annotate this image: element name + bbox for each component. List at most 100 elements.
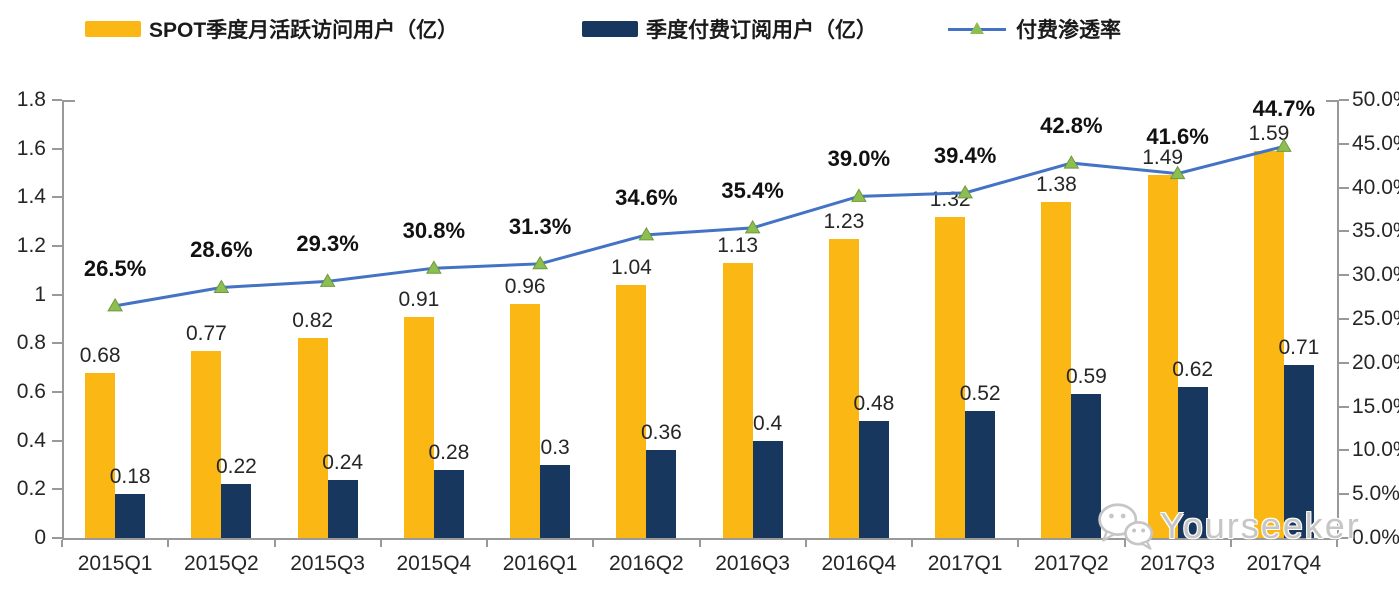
- x-axis-tick: [1123, 540, 1126, 547]
- x-axis-tick: [273, 540, 276, 547]
- right-axis-tick: [1339, 142, 1349, 145]
- triangle-marker-icon: [426, 260, 442, 274]
- right-axis-tick-label: 35.0%: [1352, 219, 1399, 243]
- left-axis-tick: [52, 537, 62, 539]
- legend-item-subscribers: 季度付费订阅用户（亿）: [582, 16, 877, 42]
- right-axis-cap: [1326, 100, 1339, 102]
- bar-label-mau: 0.96: [504, 275, 546, 299]
- bar-mau: [191, 350, 222, 538]
- right-axis-tick-label: 40.0%: [1352, 175, 1399, 199]
- penetration-label: 34.6%: [615, 184, 678, 210]
- x-axis-category-label: 2015Q1: [77, 552, 153, 575]
- x-axis-category-label: 2016Q1: [502, 552, 578, 575]
- left-axis-tick-label: 1.2: [16, 234, 46, 257]
- bar-label-subscribers: 0.62: [1172, 358, 1214, 382]
- bar-subscribers: [433, 469, 464, 538]
- x-axis-category-label: 2015Q3: [290, 552, 365, 575]
- left-axis-tick: [52, 293, 62, 296]
- x-axis-tick: [1017, 540, 1020, 547]
- bar-subscribers: [965, 411, 996, 538]
- subscribers-swatch: [582, 21, 638, 37]
- right-axis-tick: [1339, 230, 1349, 233]
- x-axis-line: [62, 538, 1339, 540]
- left-axis-tick-label: 0: [34, 526, 46, 549]
- left-axis-tick-label: 0.8: [16, 331, 46, 355]
- x-axis-category-label: 2016Q2: [609, 552, 684, 575]
- bar-mau: [722, 263, 753, 538]
- watermark-text: Yourseeker: [1160, 505, 1361, 546]
- left-axis-tick-label: 1: [34, 282, 46, 306]
- right-axis-tick: [1339, 274, 1349, 277]
- penetration-label: 39.0%: [827, 146, 891, 172]
- right-axis-tick-label: 25.0%: [1352, 307, 1399, 330]
- triangle-marker-icon: [319, 273, 336, 287]
- left-axis-tick: [52, 245, 62, 247]
- penetration-line: [114, 144, 1285, 308]
- bar-label-mau: 1.13: [717, 234, 759, 258]
- bar-subscribers: [327, 479, 358, 538]
- bar-mau: [616, 284, 647, 538]
- bar-subscribers: [1177, 387, 1208, 538]
- x-axis-category-label: 2017Q2: [1034, 552, 1109, 575]
- bar-label-mau: 1.38: [1035, 173, 1077, 197]
- penetration-label: 42.8%: [1040, 113, 1103, 139]
- x-axis-tick: [486, 540, 488, 547]
- left-axis-tick-label: 1.4: [16, 185, 46, 209]
- x-axis-category-label: 2017Q1: [927, 552, 1003, 575]
- bar-subscribers: [1071, 394, 1102, 538]
- bar-subscribers: [221, 484, 252, 538]
- legend-item-mau: SPOT季度月活跃访问用户（亿）: [85, 16, 458, 42]
- penetration-label: 28.6%: [190, 237, 253, 263]
- penetration-label: 35.4%: [721, 177, 784, 203]
- x-axis-category-label: 2016Q3: [715, 552, 790, 575]
- right-axis-tick: [1339, 186, 1349, 189]
- penetration-label: 31.3%: [508, 213, 572, 239]
- watermark: Yourseeker: [1096, 500, 1361, 552]
- left-axis-tick: [52, 196, 62, 199]
- right-axis-tick: [1339, 493, 1349, 496]
- bar-label-subscribers: 0.4: [753, 411, 783, 435]
- bar-mau: [403, 316, 434, 538]
- right-axis-tick-label: 20.0%: [1352, 350, 1399, 374]
- bar-subscribers: [540, 465, 571, 538]
- bar-subscribers: [752, 440, 783, 538]
- penetration-label: 39.4%: [933, 142, 997, 168]
- penetration-label: 41.6%: [1146, 123, 1209, 149]
- bar-label-subscribers: 0.48: [853, 392, 895, 416]
- legend-item-penetration: 付费渗透率: [948, 16, 1121, 42]
- x-axis-tick: [804, 540, 807, 547]
- bar-subscribers: [115, 494, 146, 538]
- right-axis-tick: [1339, 405, 1349, 408]
- bar-label-mau: 1.59: [1248, 122, 1290, 146]
- x-axis-tick: [1336, 540, 1338, 547]
- x-axis-tick: [1229, 540, 1232, 547]
- x-axis-category-label: 2016Q4: [821, 552, 897, 575]
- x-axis-tick: [167, 540, 170, 547]
- penetration-label: 30.8%: [402, 218, 466, 244]
- left-axis-tick-label: 0.2: [16, 477, 46, 501]
- bar-subscribers: [646, 450, 677, 538]
- legend-triangle-marker-icon: [970, 22, 984, 34]
- triangle-marker-icon: [213, 279, 230, 293]
- penetration-line-swatch: [948, 21, 1006, 37]
- x-axis-category-label: 2017Q4: [1246, 552, 1322, 575]
- bar-label-subscribers: 0.28: [428, 440, 470, 464]
- left-axis-line: [62, 100, 64, 538]
- right-axis-tick-label: 30.0%: [1352, 263, 1399, 287]
- x-axis-tick: [911, 540, 913, 547]
- left-axis-tick: [52, 342, 62, 345]
- right-axis-tick: [1339, 537, 1349, 539]
- wechat-icon: [1098, 503, 1154, 550]
- penetration-label: 29.3%: [296, 231, 359, 257]
- bar-subscribers: [858, 421, 889, 538]
- triangle-marker-icon: [851, 188, 867, 202]
- legend-label-penetration: 付费渗透率: [1016, 19, 1121, 42]
- bar-label-subscribers: 0.71: [1278, 336, 1320, 360]
- bar-label-subscribers: 0.22: [215, 455, 257, 479]
- left-axis-cap: [62, 100, 75, 102]
- bar-mau: [828, 238, 859, 538]
- bar-label-subscribers: 0.36: [640, 421, 682, 445]
- legend-label-mau: SPOT季度月活跃访问用户（亿）: [149, 19, 459, 42]
- bar-mau: [510, 304, 541, 538]
